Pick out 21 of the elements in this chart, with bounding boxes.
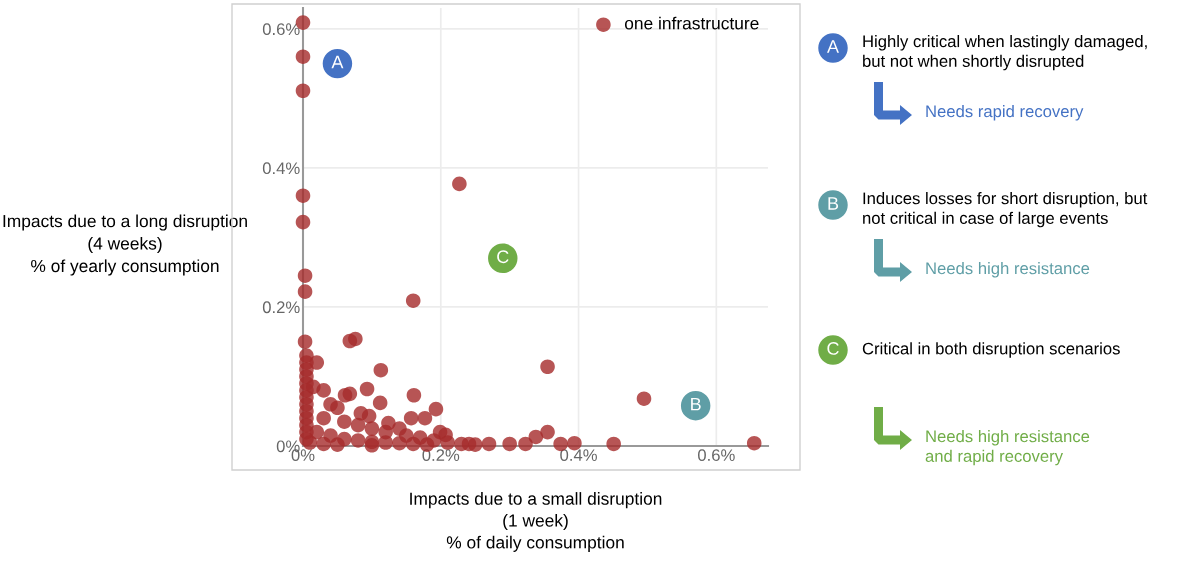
text: Needs high resistance and rapid recovery [925, 430, 1090, 466]
x-tick-label: 0.4% [560, 449, 597, 462]
x-tick-label: 0.6% [697, 449, 735, 462]
annotation: B [691, 397, 701, 411]
text: B [828, 197, 839, 210]
text: Highly critical when lastingly damaged, but not when shortly disrupted [863, 35, 1147, 71]
annotation: A [331, 55, 344, 69]
annotation: C [497, 250, 509, 264]
x-tick-label: 0.2% [422, 449, 460, 462]
text: C [827, 342, 839, 355]
text: A [827, 40, 839, 53]
y-tick-label: 0.2% [262, 301, 300, 314]
legend-label: one infrastructure [624, 16, 759, 30]
y-tick-label: 0.4% [262, 162, 300, 175]
x-axis-title: Impacts due to a small disruption (1 week) % of daily consumption [410, 492, 662, 552]
text: Needs high resistance [926, 262, 1090, 278]
y-tick-label: 0.6% [262, 23, 300, 36]
text: Induces losses for short disruption, but not critical in case of large events [863, 192, 1148, 228]
y-axis-title: Impacts due to a long disruption (4 weeks) % of yearly consumption [3, 214, 247, 276]
text: Needs rapid recovery [926, 105, 1084, 121]
text: Critical in both disruption scenarios [862, 342, 1120, 358]
